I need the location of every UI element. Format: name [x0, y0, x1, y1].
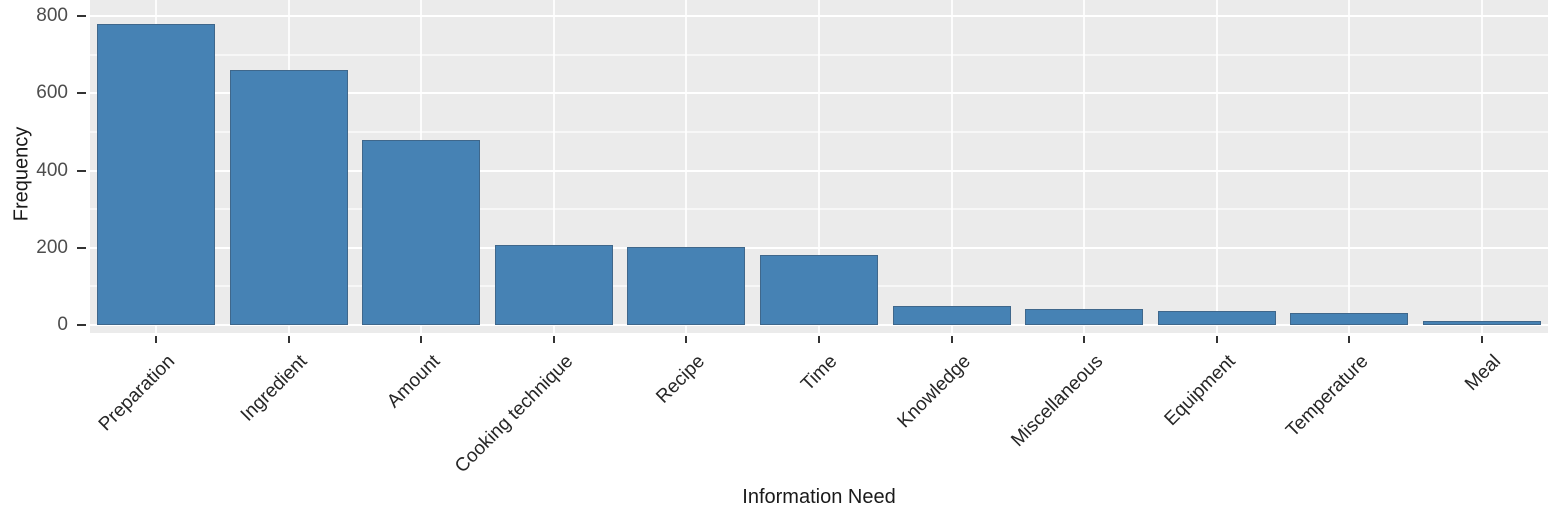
x-tick-label: Temperature: [1281, 351, 1373, 442]
x-tick-mark: [950, 336, 953, 343]
y-axis-title: Frequency: [10, 126, 33, 222]
bar-cooking-technique: [494, 244, 613, 325]
x-tick-label: Recipe: [652, 351, 710, 408]
gridline-vertical: [1480, 0, 1483, 333]
x-tick-label: Miscellaneous: [1006, 351, 1107, 451]
bar-knowledge: [892, 306, 1011, 325]
y-tick-mark: [77, 246, 86, 249]
x-tick-label: Amount: [383, 351, 445, 413]
x-tick-mark: [420, 336, 423, 343]
x-tick-label: Time: [797, 351, 842, 396]
y-tick-label: 200: [36, 236, 68, 258]
gridline-vertical: [685, 0, 688, 333]
x-tick-label: Knowledge: [893, 351, 975, 433]
y-tick-mark: [77, 15, 86, 18]
x-tick-mark: [685, 336, 688, 343]
x-tick-label: Meal: [1460, 351, 1505, 395]
x-tick-mark: [1348, 336, 1351, 343]
x-tick-mark: [1215, 336, 1218, 343]
x-tick-label: Cooking technique: [450, 351, 577, 478]
gridline-vertical: [1215, 0, 1218, 333]
gridline-vertical: [950, 0, 953, 333]
bar-equipment: [1157, 311, 1276, 325]
bar-recipe: [627, 246, 746, 325]
y-tick-mark: [77, 92, 86, 95]
y-tick-mark: [77, 323, 86, 326]
y-tick-label: 0: [57, 313, 68, 335]
gridline-vertical: [1083, 0, 1086, 333]
bar-amount: [362, 139, 481, 325]
x-tick-mark: [155, 336, 158, 343]
x-tick-label: Ingredient: [237, 351, 312, 426]
gridline-vertical: [818, 0, 820, 333]
y-tick-label: 600: [36, 82, 68, 104]
bar-meal: [1422, 321, 1541, 325]
y-tick-mark: [77, 169, 86, 172]
bar-ingredient: [229, 70, 348, 325]
x-tick-label: Preparation: [94, 351, 180, 436]
bar-time: [760, 255, 878, 325]
x-tick-mark: [552, 336, 555, 343]
x-tick-mark: [1480, 336, 1483, 343]
gridline-vertical: [552, 0, 555, 333]
x-tick-label: Equipment: [1160, 351, 1240, 431]
bar-temperature: [1290, 312, 1409, 325]
x-tick-mark: [1083, 336, 1086, 343]
x-axis-title: Information Need: [742, 486, 896, 508]
plot-panel: [90, 0, 1548, 333]
x-tick-mark: [287, 336, 290, 343]
y-tick-label: 400: [36, 159, 68, 181]
gridline-vertical: [1348, 0, 1351, 333]
bar-miscellaneous: [1025, 309, 1144, 325]
x-tick-mark: [818, 336, 820, 343]
bar-preparation: [97, 23, 216, 325]
y-tick-label: 800: [36, 5, 68, 27]
